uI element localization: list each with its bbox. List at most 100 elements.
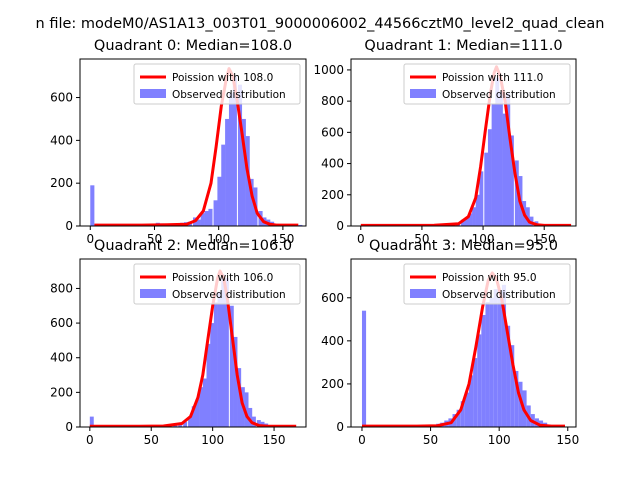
x-tick-label: 50	[144, 433, 159, 447]
legend-poisson-label: Poission with 95.0	[442, 272, 537, 284]
histogram-bar	[477, 334, 482, 427]
x-tick-label: 100	[488, 433, 511, 447]
y-tick-label: 400	[321, 334, 344, 348]
histogram-bar	[229, 305, 234, 427]
legend-observed-label: Observed distribution	[442, 89, 556, 101]
histogram-bar	[196, 219, 201, 226]
y-tick-label: 400	[50, 351, 73, 365]
y-tick-label: 0	[65, 219, 73, 233]
histogram-bar	[200, 213, 205, 226]
histogram-bar	[460, 401, 465, 427]
histogram-bar	[210, 323, 215, 427]
legend-box	[403, 263, 571, 305]
axes-frame	[79, 258, 307, 428]
subplot-3: Quadrant 3: Median=95.0 0 50 100 150 0 200 400 6…	[321, 238, 579, 447]
y-tick-label: 200	[321, 188, 344, 202]
figure-suptitle: n file: modeM0/AS1A13_003T01_9000006002_…	[36, 16, 605, 32]
histogram-bar	[241, 118, 246, 226]
y-tick-label: 0	[336, 420, 344, 434]
subplot-title: Quadrant 3: Median=95.0	[369, 238, 558, 254]
histogram-bar	[510, 345, 515, 427]
legend-poisson-label: Poission with 111.0	[442, 72, 543, 84]
histogram-bar	[195, 399, 200, 427]
subplot-0: Quadrant 0: Median=108.0 0 50 100 150 0 200 400…	[50, 38, 307, 246]
plot-area	[361, 271, 565, 427]
histogram-bar	[495, 77, 500, 226]
histogram-bar	[493, 289, 498, 427]
histogram-bar	[213, 302, 218, 427]
histogram-bar	[221, 144, 226, 226]
histogram-bar	[361, 310, 367, 427]
y-tick-label: 600	[50, 316, 73, 330]
legend-box	[133, 263, 301, 305]
histogram-bar	[491, 104, 496, 226]
y-tick-label: 400	[50, 133, 73, 147]
legend: Poission with 111.0 Observed distribution	[403, 63, 571, 105]
histogram-bar	[514, 160, 519, 226]
histogram-bar	[89, 416, 94, 427]
subplot-title: Quadrant 1: Median=111.0	[364, 38, 562, 54]
histogram-bar	[237, 84, 243, 226]
y-tick-label: 600	[321, 125, 344, 139]
x-tick-label: 50	[147, 232, 162, 246]
legend-poisson-label: Poission with 106.0	[172, 272, 273, 284]
histogram-bar	[237, 368, 242, 427]
x-tick-label: 0	[357, 232, 365, 246]
legend-bar-swatch	[140, 89, 166, 98]
legend-observed-label: Observed distribution	[172, 89, 286, 101]
histogram-bar	[525, 207, 530, 226]
legend-observed-label: Observed distribution	[442, 289, 556, 301]
histogram-bar	[183, 421, 188, 427]
histogram-bar	[249, 178, 254, 226]
y-tick-label: 400	[321, 157, 344, 171]
x-tick-label: 0	[86, 433, 94, 447]
legend: Poission with 106.0 Observed distribution	[133, 263, 301, 305]
legend-poisson-label: Poission with 108.0	[172, 72, 273, 84]
legend-bar-swatch	[410, 289, 436, 298]
histogram-bar	[206, 343, 211, 427]
histogram-bar	[497, 297, 502, 427]
x-tick-label: 100	[207, 232, 230, 246]
histogram-bar	[468, 213, 473, 226]
histogram-bar	[217, 291, 222, 427]
histogram-bar	[472, 207, 476, 226]
axes-frame	[350, 58, 577, 227]
histogram-bar	[191, 406, 196, 427]
x-tick-label: 100	[472, 232, 495, 246]
histogram-bar	[225, 118, 230, 226]
y-tick-label: 200	[50, 385, 73, 399]
x-tick-label: 50	[414, 232, 429, 246]
y-tick-label: 200	[321, 377, 344, 391]
histogram-bar	[475, 194, 480, 226]
subplots: Quadrant 0: Median=108.0 0 50 100 150 0 200 400…	[50, 38, 579, 447]
histogram-bar	[509, 135, 514, 226]
subplot-title: Quadrant 2: Median=106.0	[94, 238, 292, 254]
histogram-bar	[248, 407, 253, 427]
x-tick-label: 0	[86, 232, 94, 246]
histogram-bar	[217, 176, 222, 226]
y-tick-label: 800	[50, 281, 73, 295]
axes-frame	[79, 58, 307, 227]
x-tick-label: 150	[263, 433, 286, 447]
histogram-bar	[502, 113, 507, 226]
histogram-bar	[468, 375, 474, 427]
legend-bar-swatch	[410, 89, 436, 98]
histogram-bar	[484, 152, 489, 226]
histogram-bar	[244, 392, 249, 427]
histogram-bar	[487, 129, 492, 226]
histogram-bar	[479, 171, 484, 226]
histogram-bar	[473, 358, 478, 427]
histogram-bar	[481, 315, 486, 427]
legend-bar-swatch	[140, 289, 166, 298]
legend-box	[133, 63, 301, 105]
histogram-bar	[498, 91, 503, 226]
histogram-bar	[228, 93, 234, 226]
histogram-bar	[232, 76, 237, 226]
histogram-bar	[506, 93, 511, 226]
histogram-bar	[461, 219, 465, 226]
histogram-bar	[464, 392, 469, 427]
histogram-bar	[204, 211, 209, 226]
y-tick-label: 200	[50, 176, 73, 190]
histogram-bar	[298, 224, 303, 226]
